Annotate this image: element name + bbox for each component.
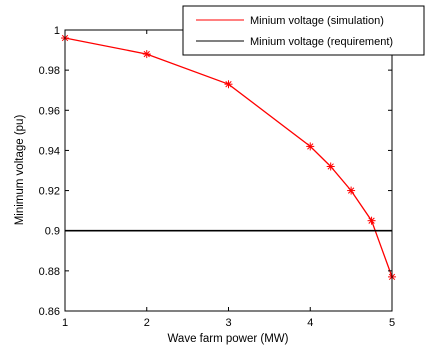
data-point-marker (306, 142, 315, 151)
data-point-marker (224, 80, 233, 89)
plot-area-frame (64, 29, 393, 312)
series-lines (64, 37, 393, 278)
data-point-marker (367, 216, 376, 225)
data-point-marker (142, 50, 151, 59)
data-point-marker (326, 162, 335, 171)
y-tick-label: 0.88 (39, 266, 60, 278)
legend-box (182, 5, 425, 56)
y-tick-label: 0.9 (45, 226, 60, 238)
series-simulation-line (64, 37, 393, 278)
y-tick-label: 0.96 (39, 105, 60, 117)
y-axis-label: Minimum voltage (pu) (14, 115, 26, 226)
x-tick-label: 5 (389, 317, 395, 329)
y-tick-label: 0.92 (39, 186, 60, 198)
x-tick-label: 3 (225, 317, 231, 329)
legend-label-simulation: Minium voltage (simulation) (250, 15, 384, 27)
y-axis-ticks: 0.86 0.88 0.9 0.92 0.94 0.96 0.98 1 (39, 25, 392, 318)
y-tick-label: 0.86 (39, 306, 60, 318)
x-tick-label: 4 (307, 317, 313, 329)
legend-label-requirement: Minium voltage (requirement) (250, 36, 393, 48)
x-tick-label: 2 (144, 317, 150, 329)
series-markers (61, 34, 396, 281)
data-point-marker (347, 186, 356, 195)
x-axis-label: Wave farm power (MW) (168, 333, 289, 345)
legend: Minium voltage (simulation) Minium volta… (182, 5, 425, 56)
x-axis-ticks: 1 2 3 4 5 (62, 30, 395, 329)
y-tick-label: 0.94 (39, 145, 60, 157)
y-tick-label: 0.98 (39, 65, 60, 77)
y-tick-label: 1 (54, 25, 60, 37)
x-tick-label: 1 (62, 317, 68, 329)
